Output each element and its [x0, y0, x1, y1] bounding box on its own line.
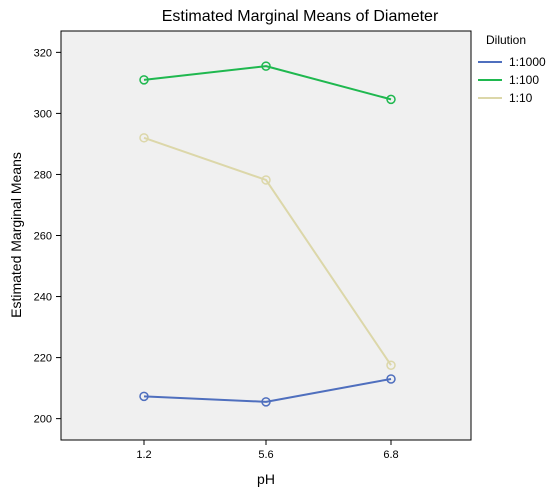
plot-area — [60, 30, 472, 441]
y-tick-label: 320 — [34, 47, 52, 59]
series-line — [143, 136, 392, 366]
series-1-100 — [139, 61, 396, 105]
data-point — [386, 374, 396, 384]
x-tick-label: 6.8 — [383, 449, 398, 461]
series-line — [143, 377, 392, 403]
data-point — [139, 133, 149, 143]
data-point — [261, 397, 271, 407]
y-axis: 200 220 240 260 280 300 320 — [34, 31, 62, 440]
y-axis-title: Estimated Marginal Means — [8, 152, 24, 318]
data-point — [261, 175, 271, 185]
x-tick-label: 1.2 — [136, 449, 151, 461]
legend-label: 1:10 — [509, 91, 533, 105]
legend-item: 1:100 — [478, 73, 539, 87]
legend: Dilution 1:1000 1:100 1:10 — [478, 33, 546, 105]
y-tick-label: 220 — [34, 353, 52, 365]
legend-item: 1:10 — [478, 91, 533, 105]
y-tick-label: 280 — [34, 169, 52, 181]
y-tick-label: 200 — [34, 414, 52, 426]
legend-label: 1:1000 — [509, 55, 546, 69]
data-point — [386, 94, 396, 105]
legend-title: Dilution — [486, 33, 526, 47]
series-line — [143, 65, 392, 101]
y-tick-label: 260 — [34, 231, 52, 243]
legend-label: 1:100 — [509, 73, 539, 87]
chart-title: Estimated Marginal Means of Diameter — [162, 8, 439, 25]
series-1-10 — [139, 133, 396, 370]
series-1-1000 — [139, 374, 396, 407]
legend-items: 1:1000 1:100 1:10 — [478, 55, 546, 105]
x-axis: 1.2 5.6 6.8 — [61, 439, 471, 461]
legend-item: 1:1000 — [478, 55, 546, 69]
series-layer — [139, 61, 396, 407]
data-point — [261, 61, 271, 71]
y-tick-label: 240 — [34, 292, 52, 304]
x-tick-label: 5.6 — [258, 449, 273, 461]
y-tick-label: 300 — [34, 108, 52, 120]
x-axis-title: pH — [257, 471, 275, 487]
data-point — [386, 360, 396, 370]
data-point — [139, 75, 149, 85]
data-point — [139, 391, 149, 402]
